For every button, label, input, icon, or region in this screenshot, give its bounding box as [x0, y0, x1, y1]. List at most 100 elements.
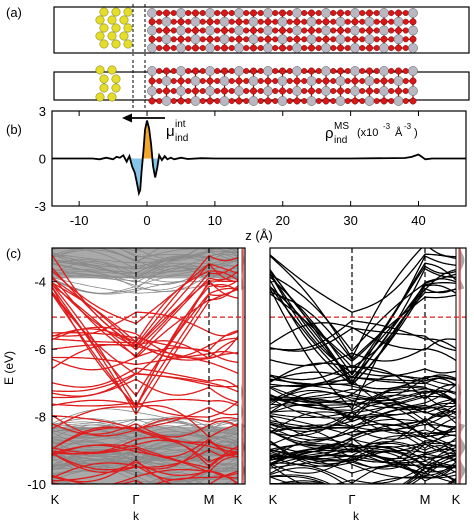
mid-band	[52, 329, 239, 352]
valence-band	[270, 391, 457, 426]
oxygen-atom	[185, 27, 192, 34]
oxygen-atom	[359, 97, 366, 104]
oxygen-atom	[185, 77, 192, 84]
mid-band	[270, 347, 457, 367]
oxygen-atom	[286, 45, 293, 52]
substrate-atom	[107, 31, 117, 41]
oxygen-atom	[272, 36, 279, 43]
valence-band	[52, 404, 239, 439]
mu-symbol: μ	[166, 123, 175, 140]
oxygen-atom	[380, 97, 388, 105]
negative-density-fill	[126, 158, 168, 194]
x-tick-label-b: 30	[343, 213, 357, 228]
conduction-band	[270, 288, 457, 410]
mu-superscript: int	[175, 119, 186, 130]
oxygen-atom	[163, 27, 170, 34]
oxygen-atom	[228, 45, 235, 52]
oxygen-atom	[221, 87, 228, 95]
gray-band	[52, 447, 239, 464]
dos-fill	[241, 248, 245, 484]
metal-atom	[234, 8, 244, 18]
oxygen-atom	[344, 97, 351, 104]
metal-atom	[379, 25, 389, 36]
substrate-atom	[123, 23, 133, 33]
oxygen-atom	[177, 97, 185, 105]
metal-atom	[306, 96, 317, 106]
oxygen-atom	[279, 87, 286, 95]
oxygen-atom	[315, 67, 322, 74]
valence-band	[52, 420, 239, 438]
gray-band	[52, 267, 238, 294]
oxygen-atom	[214, 9, 221, 16]
oxygen-atom	[272, 87, 279, 94]
valence-band	[270, 467, 457, 484]
rho-superscript: MS	[334, 121, 349, 132]
valence-band	[270, 418, 457, 434]
substrate-atom	[111, 7, 121, 17]
oxygen-atom	[315, 87, 322, 94]
oxygen-atom	[359, 36, 366, 43]
oxygen-atom	[286, 67, 293, 74]
oxygen-atom	[243, 9, 250, 16]
oxygen-atom	[380, 18, 388, 26]
metal-atom	[205, 43, 215, 53]
metal-atom	[234, 25, 244, 36]
valence-band	[52, 406, 239, 430]
metal-atom	[379, 86, 389, 96]
valence-band	[273, 472, 457, 484]
metal-atom	[190, 76, 201, 86]
oxygen-atom	[199, 97, 206, 104]
oxygen-atom	[257, 9, 264, 16]
metal-atom	[234, 43, 244, 53]
oxygen-atom	[272, 27, 279, 34]
oxygen-atom	[308, 87, 315, 95]
substrate-atom	[95, 65, 105, 75]
oxygen-atom	[351, 18, 359, 26]
oxygen-atom	[388, 77, 395, 84]
metal-atom	[321, 8, 331, 18]
conduction-band	[52, 271, 239, 357]
oxygen-atom	[344, 67, 351, 74]
oxygen-atom	[344, 9, 351, 16]
x-tick-label-b: -10	[70, 213, 89, 228]
oxygen-atom	[388, 45, 395, 52]
oxygen-atom	[315, 45, 322, 52]
oxygen-atom	[214, 87, 221, 94]
oxygen-atom	[199, 77, 206, 84]
valence-band	[270, 462, 457, 484]
y-tick-label-c: -10	[27, 477, 46, 492]
metal-atom	[393, 76, 404, 86]
oxygen-atom	[206, 77, 214, 85]
substrate-atom	[123, 39, 133, 49]
oxygen-atom	[163, 67, 170, 75]
panel-label-a: (a)	[6, 5, 22, 20]
valence-band	[270, 426, 457, 443]
valence-band	[270, 437, 457, 467]
oxygen-atom	[286, 18, 293, 25]
metal-atom	[393, 96, 404, 106]
valence-band	[270, 377, 457, 399]
oxygen-atom	[264, 97, 272, 105]
mid-band	[52, 336, 239, 361]
metal-atom	[234, 66, 244, 76]
valence-band	[52, 462, 238, 481]
conduction-band	[270, 248, 456, 360]
rho-subscript: ind	[334, 135, 347, 146]
oxygen-atom	[279, 67, 286, 75]
k-point-label: Γ	[348, 492, 355, 507]
metal-atom	[321, 86, 331, 96]
conduction-band	[52, 254, 239, 347]
oxygen-atom	[402, 18, 409, 25]
metal-atom	[393, 34, 404, 45]
oxygen-atom	[293, 77, 301, 85]
metal-atom	[147, 25, 157, 36]
oxygen-atom	[293, 18, 301, 26]
oxygen-atom	[330, 27, 337, 34]
oxygen-atom	[322, 35, 330, 43]
oxygen-atom	[402, 67, 409, 74]
oxygen-atom	[170, 77, 177, 84]
metal-atom	[147, 66, 157, 76]
oxygen-atom	[286, 9, 293, 16]
oxygen-atom	[315, 36, 322, 43]
metal-atom	[161, 96, 172, 106]
